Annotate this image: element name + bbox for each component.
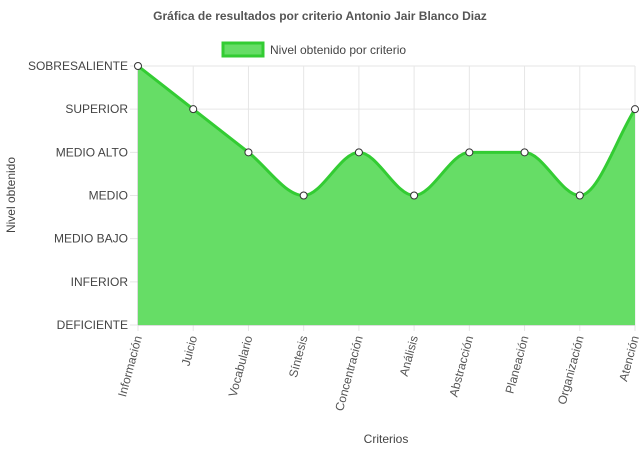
data-point[interactable]	[299, 191, 308, 200]
y-tick-label: SOBRESALIENTE	[28, 59, 128, 73]
legend-label: Nivel obtenido por criterio	[270, 43, 406, 57]
y-tick-label: DEFICIENTE	[57, 318, 128, 332]
x-tick-label: Juicio	[179, 334, 201, 368]
data-point[interactable]	[520, 148, 529, 157]
area-series	[137, 64, 637, 325]
x-axis-ticks: Información Juicio Vocabulario Síntesis Conc…	[115, 334, 639, 413]
y-tick-label: MEDIO BAJO	[54, 232, 128, 246]
series-area-fill	[138, 66, 635, 325]
x-tick-label: Concentración	[332, 334, 366, 412]
x-tick-label: Análisis	[397, 334, 421, 378]
data-point[interactable]	[410, 191, 419, 200]
data-point[interactable]	[244, 148, 253, 157]
series-line	[137, 64, 637, 198]
data-point[interactable]	[134, 62, 142, 70]
x-tick-label: Abstracción	[446, 334, 476, 398]
y-tick-label: MEDIO	[89, 189, 128, 203]
legend-swatch	[221, 41, 265, 58]
x-tick-label: Planeación	[503, 334, 532, 395]
legend[interactable]: Nivel obtenido por criterio	[221, 41, 406, 58]
y-tick-label: INFERIOR	[71, 275, 129, 289]
x-tick-label: Vocabulario	[226, 334, 256, 399]
x-tick-label: Síntesis	[286, 334, 311, 379]
x-tick-label: Atención	[616, 334, 639, 383]
y-axis-label: Nivel obtenido	[4, 157, 18, 233]
data-point[interactable]	[575, 191, 584, 200]
y-tick-label: MEDIO ALTO	[56, 145, 128, 159]
x-axis-label: Criterios	[364, 432, 409, 446]
data-points	[134, 62, 639, 200]
data-point[interactable]	[354, 148, 363, 157]
x-tick-label: Organización	[555, 334, 587, 406]
chart-title: Gráfica de resultados por criterio Anton…	[153, 9, 487, 23]
y-axis-ticks: DEFICIENTE INFERIOR MEDIO BAJO MEDIO MEDIO A…	[28, 59, 128, 332]
data-point[interactable]	[631, 105, 639, 114]
data-point[interactable]	[465, 148, 474, 157]
data-point[interactable]	[189, 105, 198, 114]
x-tick-label: Información	[115, 334, 145, 398]
y-tick-label: SUPERIOR	[65, 102, 128, 116]
